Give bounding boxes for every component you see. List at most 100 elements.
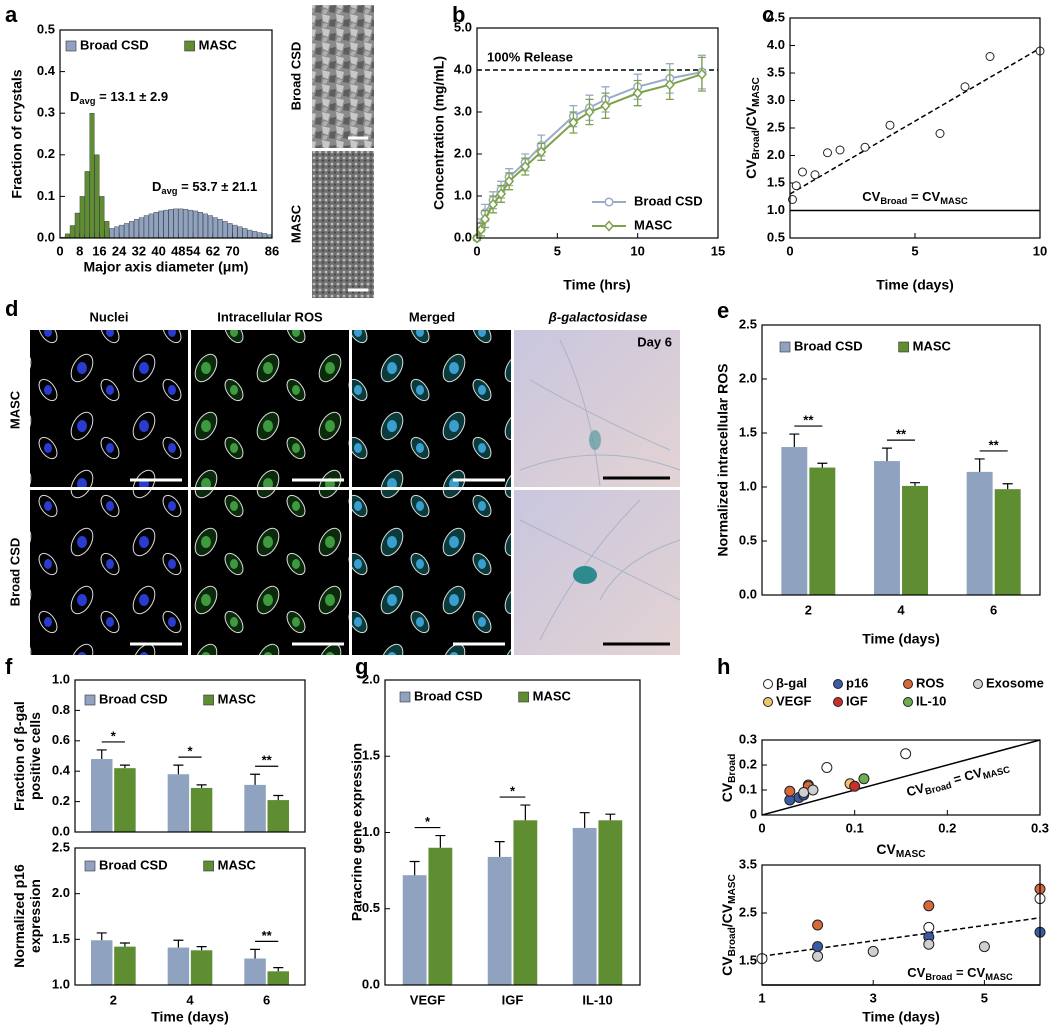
- marker: [496, 188, 507, 200]
- legend-label: IGF: [846, 693, 868, 708]
- x-axis-label: Time (days): [151, 1009, 229, 1025]
- y-tick-label: 2.0: [362, 671, 380, 686]
- histogram-bar: [183, 209, 189, 239]
- bar: [428, 847, 453, 985]
- legend-label: Broad CSD: [634, 193, 703, 208]
- error-bar: [579, 812, 590, 828]
- y-tick-label: 4.5: [767, 9, 785, 24]
- scatter-point: [935, 129, 945, 138]
- error-bar: [520, 804, 531, 821]
- legend-swatch: [903, 697, 913, 707]
- scatter-point: [807, 784, 819, 796]
- error-bar: [817, 462, 828, 468]
- panel-letter: g: [355, 654, 368, 679]
- scatter-point: [823, 148, 832, 158]
- scatter-point: [812, 919, 824, 931]
- legend-label: p16: [846, 675, 868, 690]
- x-tick-label: 5: [911, 243, 918, 258]
- x-tick-label: 0: [473, 243, 480, 258]
- text-part: D: [152, 179, 161, 194]
- legend-swatch: [84, 694, 96, 706]
- stain: [573, 566, 597, 584]
- histogram-bar: [158, 210, 164, 239]
- x-tick-label: 4: [186, 992, 194, 1007]
- micrograph: [352, 490, 511, 655]
- text-part: CV: [743, 159, 759, 179]
- significance-label: **: [803, 413, 814, 428]
- histogram-bar: [168, 209, 174, 239]
- bar: [167, 774, 190, 832]
- histogram-bar: [212, 217, 218, 239]
- legend-label: MASC: [533, 688, 572, 703]
- x-tick-label: 0: [758, 820, 765, 835]
- bar: [114, 946, 136, 985]
- significance-label: **: [989, 437, 1000, 452]
- histogram-bar: [202, 213, 208, 239]
- legend-label: Exosome: [986, 675, 1044, 690]
- bar: [244, 784, 266, 832]
- histogram-bar: [114, 226, 120, 239]
- histogram-bar: [109, 228, 115, 239]
- y-tick-label: 0.5: [362, 900, 380, 915]
- subscript: MASC: [940, 196, 968, 206]
- row-label: Broad CSD: [7, 538, 22, 607]
- sem-images: Broad CSD MASC: [288, 5, 374, 298]
- text-part: CV: [907, 965, 925, 980]
- subscript: avg: [161, 186, 177, 196]
- subscript: MASC: [896, 849, 926, 860]
- y-tick-label: 0.5: [739, 532, 757, 547]
- text-part: = CV: [907, 189, 940, 204]
- y-tick-label: 1.5: [739, 952, 757, 967]
- histogram-bar: [222, 221, 228, 239]
- cell-outline: [519, 499, 681, 641]
- y-axis-label: CVBroad/CVMASC: [719, 874, 738, 976]
- scatter-point: [849, 780, 861, 792]
- legend-swatch: [65, 40, 77, 52]
- scatter-point: [784, 785, 796, 797]
- histogram-bar: [124, 223, 130, 239]
- histogram-bar: [133, 219, 139, 239]
- reference-line: [761, 739, 1041, 816]
- scatter-point: [978, 941, 990, 953]
- x-axis-label: Major axis diameter (μm): [84, 259, 249, 275]
- histogram-bar: [173, 208, 179, 239]
- y-tick-label: 0.0: [739, 586, 757, 601]
- marker: [536, 146, 547, 158]
- y-tick-label: 0.3: [739, 731, 757, 746]
- scatter-point: [923, 921, 935, 933]
- x-tick-label: 70: [225, 243, 239, 258]
- y-tick-label: 0.4: [37, 63, 56, 78]
- line-label: 100% Release: [487, 49, 573, 64]
- histogram-bar: [153, 212, 159, 239]
- legend-label: IL-10: [916, 693, 946, 708]
- column-title: Nuclei: [89, 309, 128, 324]
- image-label: MASC: [288, 204, 303, 243]
- error-bar: [119, 942, 130, 947]
- legend-swatch: [779, 341, 791, 353]
- annotation: Davg = 13.1 ± 2.9: [70, 89, 168, 106]
- bar: [572, 827, 597, 985]
- histogram-bar: [252, 231, 258, 239]
- legend-swatch: [518, 691, 529, 703]
- y-tick-label: 0: [750, 806, 757, 821]
- x-tick-label: 54: [186, 243, 201, 258]
- error-bar: [173, 764, 184, 775]
- y-tick-label: 0.0: [37, 229, 55, 244]
- legend-swatch: [833, 697, 843, 707]
- scatter-point: [812, 941, 824, 953]
- histogram-bar: [207, 215, 213, 239]
- y-tick-label: 0.5: [767, 229, 785, 244]
- histogram-bar: [79, 196, 85, 239]
- plot-frame: [74, 847, 306, 986]
- histogram-bar: [237, 226, 243, 239]
- marker: [604, 197, 614, 207]
- legend-label: MASC: [218, 857, 257, 872]
- legend-swatch: [763, 679, 773, 689]
- histogram-bar: [143, 215, 149, 239]
- scatter-point: [860, 142, 870, 152]
- sem-image: [312, 151, 374, 298]
- legend-swatch: [898, 341, 909, 353]
- scatter-point: [812, 950, 824, 962]
- x-tick-label: 62: [206, 243, 220, 258]
